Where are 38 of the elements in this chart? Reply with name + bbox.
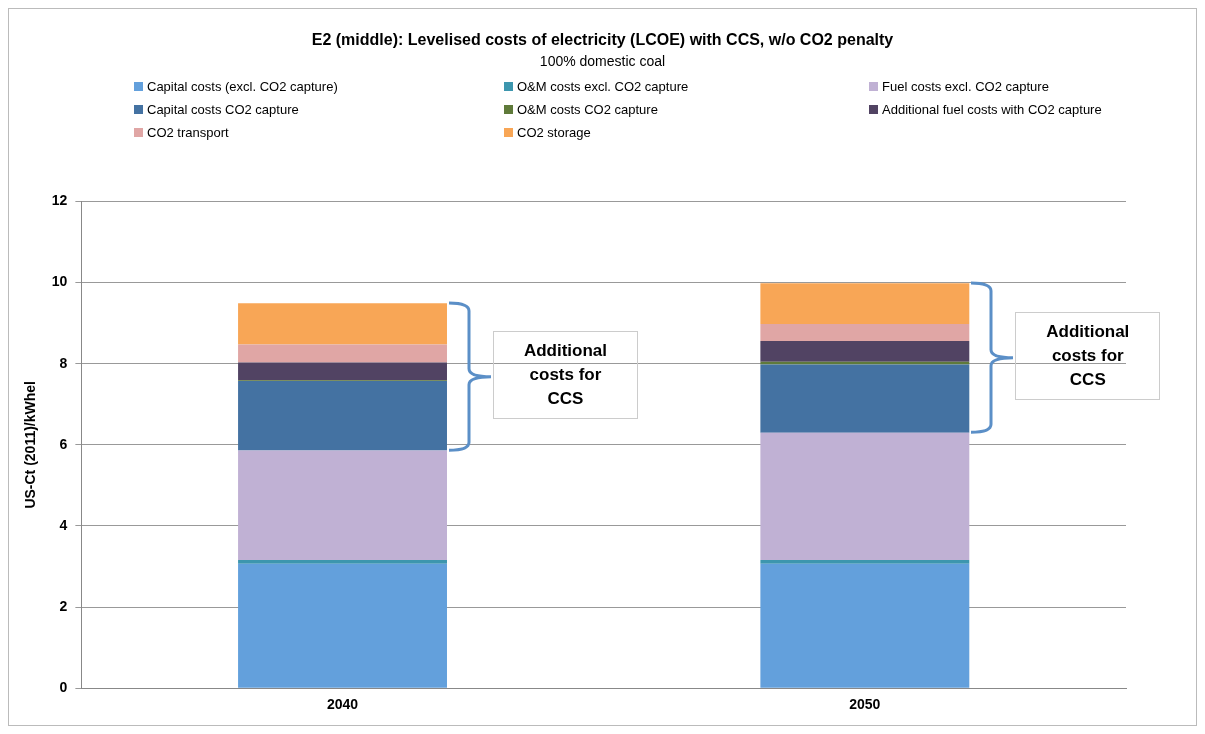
bar [760, 432, 970, 561]
legend-label: O&M costs CO2 capture [517, 102, 658, 117]
y-tick-label: 4 [59, 516, 68, 533]
annotation: Additional costs for CCS [522, 339, 609, 410]
bar [760, 340, 970, 362]
legend-label: CO2 storage [517, 125, 591, 140]
bar [238, 563, 447, 688]
legend-label: Capital costs (excl. CO2 capture) [147, 79, 338, 94]
bar [760, 364, 970, 433]
legend-label: Capital costs CO2 capture [147, 102, 299, 117]
legend-label: Additional fuel costs with CO2 capture [882, 102, 1102, 117]
y-tick-label: 2 [59, 597, 68, 614]
y-tick-label: 12 [51, 192, 68, 209]
bar [238, 560, 447, 564]
bar [760, 283, 970, 324]
bar [238, 344, 447, 363]
x-tick-label: 2050 [849, 696, 881, 713]
x-tick-label: 2040 [326, 696, 359, 713]
bar [760, 323, 970, 341]
bar [238, 362, 447, 381]
bar [238, 381, 447, 451]
chart-subtitle: 100% domestic coal [538, 53, 667, 69]
callout-box: Additional costs for CCS [1015, 312, 1161, 400]
bar [760, 560, 970, 564]
annotation: Additional costs for CCS [1045, 321, 1131, 391]
bar [238, 450, 447, 561]
bar [238, 303, 447, 345]
y-tick-label: 0 [59, 679, 68, 696]
callout-box: Additional costs for CCS [493, 330, 638, 419]
legend-label: Fuel costs excl. CO2 capture [882, 79, 1049, 94]
y-tick-label: 10 [51, 273, 68, 290]
y-axis-title: US-Ct (2011)/kWhel [22, 381, 39, 509]
y-tick-label: 8 [59, 354, 68, 371]
legend-label: CO2 transport [147, 125, 229, 140]
legend-label: O&M costs excl. CO2 capture [517, 79, 689, 94]
bar [760, 563, 970, 688]
chart-title: E2 (middle): Levelised costs of electricity (LCOE) with CCS, w/o CO2 penalty [310, 31, 895, 49]
y-tick-label: 6 [59, 435, 68, 452]
